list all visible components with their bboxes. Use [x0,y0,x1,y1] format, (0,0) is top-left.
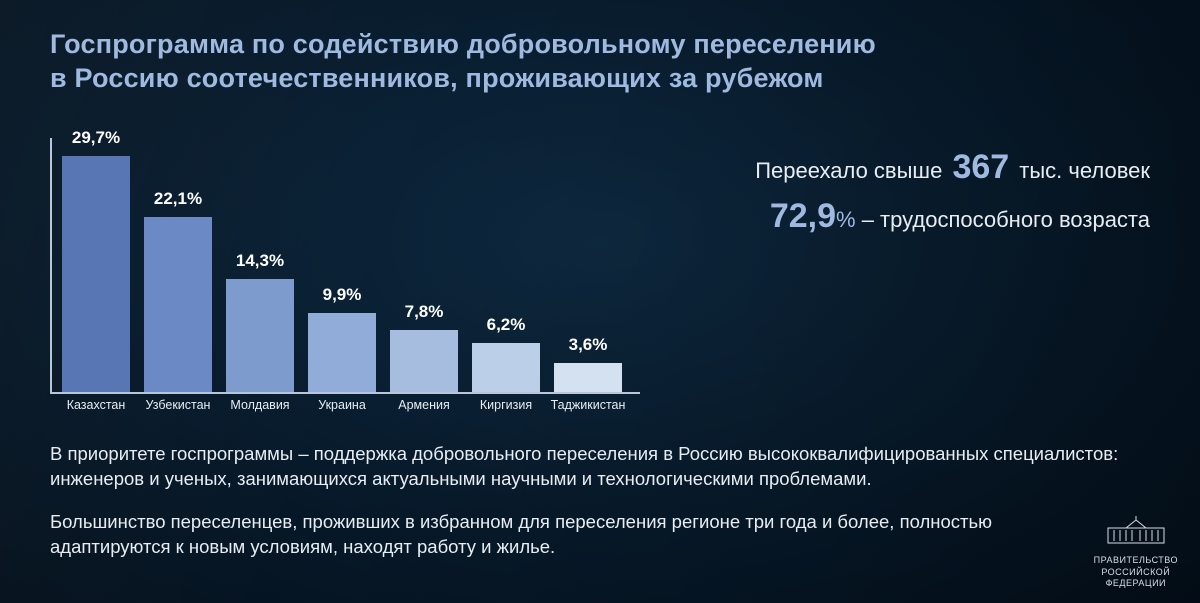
source-line-2: РОССИЙСКОЙ [1094,567,1178,578]
bar-category-label: Таджикистан [551,398,626,412]
stat1-big: 367 [948,148,1013,186]
stat-line-2: 72,9% – трудоспособного возраста [610,197,1150,236]
bar-value-label: 3,6% [569,335,608,355]
bar-rect [308,313,376,392]
stat1-prefix: Переехало свыше [755,158,942,183]
bar-rect [390,330,458,392]
bar-chart: 29,7%Казахстан22,1%Узбекистан14,3%Молдав… [50,138,640,410]
paragraph-1: В приоритете госпрограммы – поддержка до… [50,442,1140,492]
source-line-1: ПРАВИТЕЛЬСТВО [1094,555,1178,566]
bar-rect [226,279,294,392]
bar-value-label: 6,2% [487,315,526,335]
bar-category-label: Армения [398,398,450,412]
bar-category-label: Казахстан [67,398,126,412]
bar-value-label: 29,7% [72,128,120,148]
title-line-2: в Россию соотечественников, проживающих … [50,63,824,93]
stat2-big: 72,9 [770,197,836,235]
y-axis [50,138,52,394]
page-title: Госпрограмма по содействию добровольному… [50,28,876,96]
stats-block: Переехало свыше 367 тыс. человек 72,9% –… [610,148,1150,236]
bar: 9,9%Украина [308,313,376,392]
bar: 14,3%Молдавия [226,279,294,392]
bar-value-label: 9,9% [323,285,362,305]
stat1-suffix: тыс. человек [1019,158,1150,183]
bar-category-label: Узбекистан [146,398,211,412]
stat-line-1: Переехало свыше 367 тыс. человек [610,148,1150,187]
bar-value-label: 14,3% [236,251,284,271]
stat2-suffix: – трудоспособного возраста [856,207,1150,232]
bar-value-label: 22,1% [154,189,202,209]
bar-rect [62,156,130,392]
bar-category-label: Молдавия [230,398,289,412]
bar-category-label: Киргизия [480,398,532,412]
stat2-pct: % [836,207,856,232]
bar: 6,2%Киргизия [472,343,540,392]
bar: 22,1%Узбекистан [144,217,212,392]
source-line-3: ФЕДЕРАЦИИ [1094,578,1178,589]
paragraph-2: Большинство переселенцев, проживших в из… [50,510,1000,560]
bar-rect [472,343,540,392]
bar-rect [144,217,212,392]
bar: 3,6%Таджикистан [554,363,622,392]
source-attribution: ПРАВИТЕЛЬСТВО РОССИЙСКОЙ ФЕДЕРАЦИИ [1094,516,1178,589]
government-building-icon [1104,516,1168,546]
bar: 7,8%Армения [390,330,458,392]
bar: 29,7%Казахстан [62,156,130,392]
bar-rect [554,363,622,392]
title-line-1: Госпрограмма по содействию добровольному… [50,29,876,59]
bar-value-label: 7,8% [405,302,444,322]
x-axis [50,392,640,394]
bar-category-label: Украина [318,398,366,412]
bars-container: 29,7%Казахстан22,1%Узбекистан14,3%Молдав… [62,156,622,392]
